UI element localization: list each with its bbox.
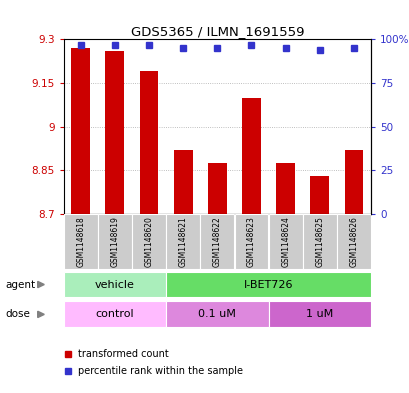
Bar xyxy=(200,214,234,269)
Bar xyxy=(63,301,166,327)
Bar xyxy=(71,48,90,214)
Bar xyxy=(63,272,166,297)
Bar xyxy=(166,272,370,297)
Bar xyxy=(63,214,97,269)
Bar xyxy=(132,214,166,269)
Text: 0.1 uM: 0.1 uM xyxy=(198,309,236,319)
Bar xyxy=(276,163,294,214)
Text: GSM1148624: GSM1148624 xyxy=(281,216,290,267)
Bar xyxy=(207,163,226,214)
Polygon shape xyxy=(38,281,44,288)
Bar xyxy=(166,214,200,269)
Bar xyxy=(302,214,336,269)
Text: GSM1148620: GSM1148620 xyxy=(144,216,153,267)
Text: GSM1148626: GSM1148626 xyxy=(348,216,357,267)
Polygon shape xyxy=(38,311,44,318)
Text: vehicle: vehicle xyxy=(94,279,135,290)
Bar xyxy=(268,301,370,327)
Title: GDS5365 / ILMN_1691559: GDS5365 / ILMN_1691559 xyxy=(130,25,303,38)
Text: 1 uM: 1 uM xyxy=(306,309,333,319)
Bar xyxy=(166,301,268,327)
Text: GSM1148623: GSM1148623 xyxy=(246,216,255,267)
Bar xyxy=(241,97,260,214)
Bar xyxy=(336,214,370,269)
Text: GSM1148622: GSM1148622 xyxy=(212,216,221,267)
Text: dose: dose xyxy=(5,309,30,320)
Bar xyxy=(139,72,158,214)
Bar xyxy=(98,214,131,269)
Text: GSM1148619: GSM1148619 xyxy=(110,216,119,267)
Text: GSM1148621: GSM1148621 xyxy=(178,216,187,267)
Text: GSM1148618: GSM1148618 xyxy=(76,216,85,267)
Text: control: control xyxy=(95,309,134,319)
Text: transformed count: transformed count xyxy=(78,349,168,359)
Bar xyxy=(268,214,302,269)
Text: I-BET726: I-BET726 xyxy=(243,279,292,290)
Text: agent: agent xyxy=(5,279,35,290)
Bar xyxy=(105,51,124,214)
Bar xyxy=(234,214,268,269)
Text: GSM1148625: GSM1148625 xyxy=(315,216,324,267)
Bar xyxy=(173,150,192,214)
Text: percentile rank within the sample: percentile rank within the sample xyxy=(78,366,242,376)
Bar xyxy=(310,176,328,214)
Bar xyxy=(344,150,362,214)
